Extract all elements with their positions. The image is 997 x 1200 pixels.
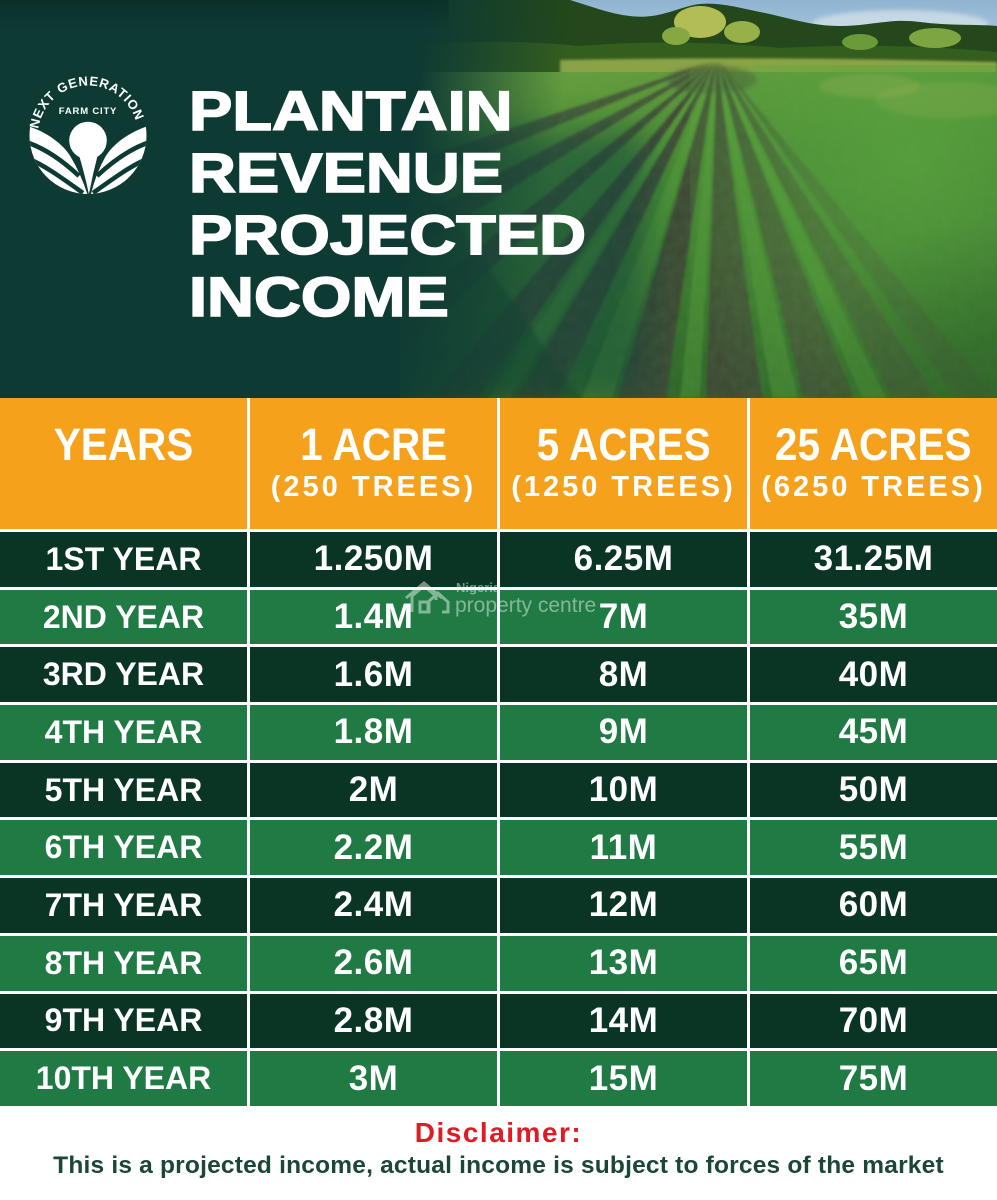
svg-text:property centre: property centre xyxy=(455,594,596,617)
svg-text:Nigeria: Nigeria xyxy=(456,580,501,595)
svg-text:NEXT GENERATION: NEXT GENERATION xyxy=(26,73,147,129)
svg-text:FARM CITY: FARM CITY xyxy=(59,106,117,117)
